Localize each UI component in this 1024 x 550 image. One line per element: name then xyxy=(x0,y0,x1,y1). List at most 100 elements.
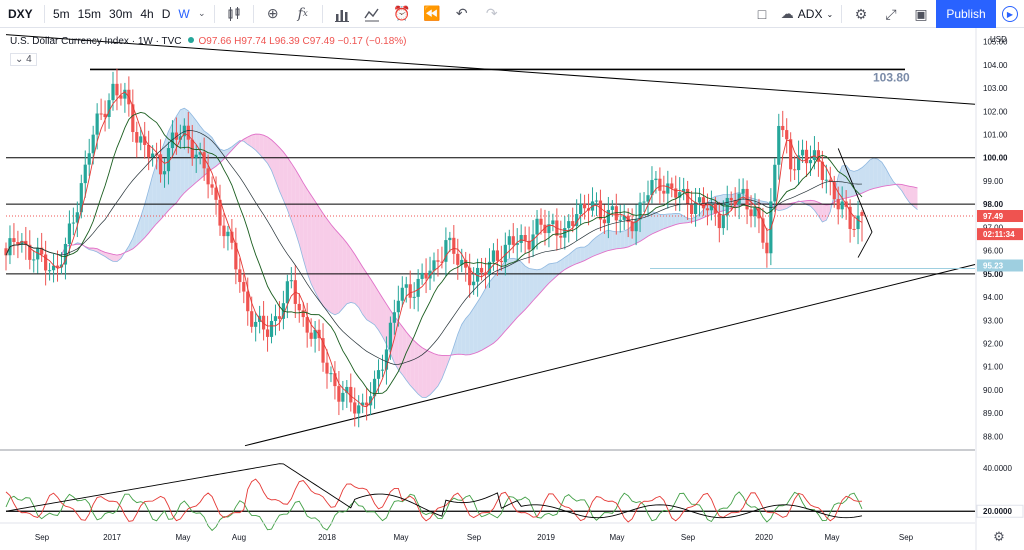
cloud-segment xyxy=(778,204,783,211)
candle-body xyxy=(321,338,325,363)
interval-15m[interactable]: 15m xyxy=(77,6,102,21)
interval-5m[interactable]: 5m xyxy=(53,6,70,21)
cloud-segment xyxy=(604,230,609,252)
cloud-segment xyxy=(608,230,613,251)
cloud-segment xyxy=(299,175,304,259)
candle-body xyxy=(158,154,163,175)
cloud-segment xyxy=(291,163,296,232)
cloud-segment xyxy=(350,248,355,304)
interval-4h[interactable]: 4h xyxy=(140,6,154,21)
candle-body xyxy=(226,231,230,237)
cloud-segment xyxy=(97,248,102,255)
cloud-segment xyxy=(485,281,490,349)
cloud-segment xyxy=(893,182,898,186)
cloud-segment xyxy=(869,157,874,190)
interval-30m[interactable]: 30m xyxy=(109,6,133,21)
candle-body xyxy=(75,212,79,223)
play-button[interactable]: ▶ xyxy=(996,0,1024,28)
price-tick: 92.00 xyxy=(983,340,1004,349)
cloud-segment xyxy=(616,231,621,249)
chevron-down-icon[interactable]: ⌄ xyxy=(197,8,206,18)
moving-average-lines xyxy=(5,91,863,408)
slow-ma-line xyxy=(5,112,863,395)
adx-minus-di-line xyxy=(5,478,863,523)
candle-body xyxy=(376,370,381,379)
alarm-icon[interactable]: ⏰ xyxy=(393,5,411,21)
plus-circle-icon[interactable]: ⊕ xyxy=(266,5,279,21)
candle-body xyxy=(28,244,32,260)
camera-icon[interactable]: ▣ xyxy=(914,5,928,22)
interval-d[interactable]: D xyxy=(161,6,171,21)
legend-open: O97.66 xyxy=(198,36,232,47)
bar-chart-icon[interactable] xyxy=(327,0,357,28)
candle-body xyxy=(71,222,75,224)
cloud-segment xyxy=(434,353,438,391)
candle-body xyxy=(725,197,729,216)
candle-body xyxy=(206,168,210,185)
candle-body xyxy=(571,221,575,226)
cloud-segment xyxy=(596,234,601,255)
square-icon[interactable]: □ xyxy=(757,6,767,22)
candle-body xyxy=(254,321,258,327)
toolbar-divider xyxy=(213,4,215,23)
candle-body xyxy=(345,386,349,393)
candle-body xyxy=(856,215,860,230)
candle-body xyxy=(491,250,496,262)
indicators-toggle[interactable]: ⌄ 4 xyxy=(10,53,37,66)
cloud-segment xyxy=(513,258,518,322)
cloud-segment xyxy=(624,229,629,248)
candle-body xyxy=(218,199,222,226)
cloud-segment xyxy=(521,261,526,314)
fullscreen-icon[interactable]: ⤢ xyxy=(885,5,897,22)
candles xyxy=(4,68,864,428)
cloud-segment xyxy=(909,186,914,207)
indicator-template-button[interactable]: ☁ ADX ⌄ xyxy=(777,0,837,28)
cloud-segment xyxy=(263,135,268,164)
undo-icon[interactable]: ↶ xyxy=(455,5,468,21)
time-tick: May xyxy=(175,533,190,542)
candle-body xyxy=(487,261,492,275)
candle-body xyxy=(396,300,400,313)
candle-body xyxy=(36,247,40,260)
candle-body xyxy=(194,154,198,158)
bar-chart-svg xyxy=(334,9,349,22)
candle-body xyxy=(99,113,103,115)
candle-body xyxy=(761,218,765,243)
line-chart-icon[interactable] xyxy=(357,0,387,28)
cloud-segment xyxy=(105,252,110,260)
resistance-label: 103.80 xyxy=(873,70,910,84)
candle-body xyxy=(147,144,151,158)
rewind-icon[interactable]: ⏪ xyxy=(423,5,441,21)
candle-body xyxy=(333,373,337,387)
publish-button[interactable]: Publish xyxy=(936,0,996,28)
cloud-segment xyxy=(648,211,652,237)
candle-body xyxy=(143,136,147,145)
candle-body xyxy=(404,284,408,288)
symbol-search[interactable]: DXY xyxy=(8,6,33,21)
candle-body xyxy=(372,378,377,397)
candle-body xyxy=(392,312,396,323)
redo-icon[interactable]: ↷ xyxy=(485,5,498,21)
cloud-segment xyxy=(600,231,605,254)
interval-w[interactable]: W xyxy=(178,6,190,21)
cloud-segment xyxy=(782,203,787,210)
base-line xyxy=(5,130,863,365)
tag-95: 95.00 xyxy=(983,270,1004,279)
cloud-segment xyxy=(541,266,545,292)
cloud-segment xyxy=(473,301,478,354)
gear-icon[interactable]: ⚙ xyxy=(854,5,868,22)
cloud-segment xyxy=(323,213,327,310)
cloud-segment xyxy=(881,162,886,187)
candle-body xyxy=(353,402,357,414)
candles-icon[interactable] xyxy=(219,0,249,28)
cloud-segment xyxy=(172,116,177,207)
candle-body xyxy=(666,183,670,194)
candle-body xyxy=(804,149,809,164)
candle-body xyxy=(174,132,179,140)
candle-body xyxy=(103,113,107,117)
candle-body xyxy=(777,125,781,165)
candle-body xyxy=(852,228,856,230)
